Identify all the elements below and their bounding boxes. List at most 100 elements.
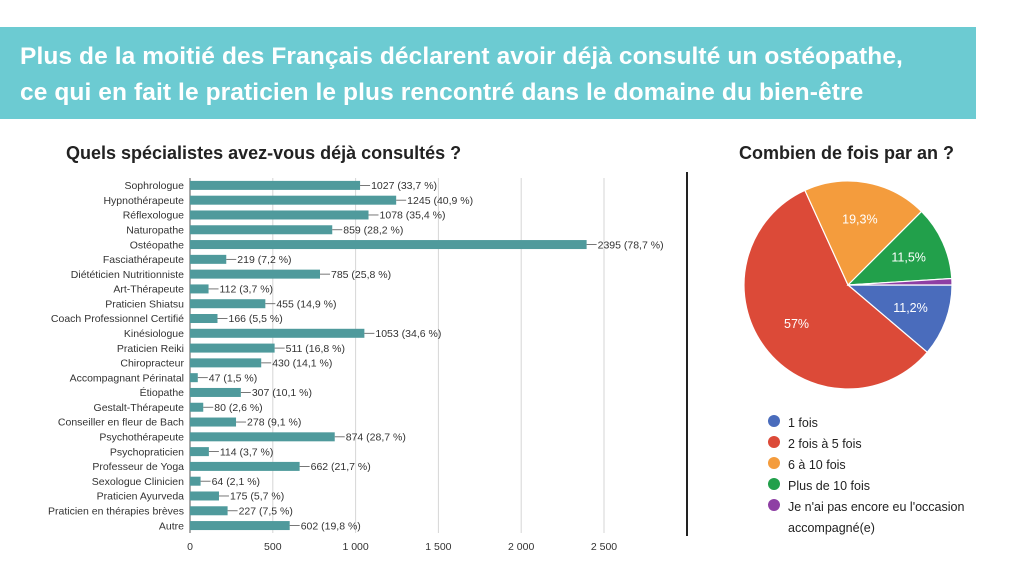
value-label: 1027 (33,7 %)	[371, 180, 437, 192]
bar	[190, 476, 201, 486]
bar	[190, 402, 204, 412]
bar	[190, 195, 397, 205]
bar	[190, 521, 290, 531]
value-label: 1245 (40,9 %)	[407, 195, 473, 207]
category-label: Gestalt-Thérapeute	[94, 402, 185, 414]
value-label: 278 (9,1 %)	[247, 417, 301, 429]
value-label: 511 (16,8 %)	[286, 343, 345, 355]
value-label: 785 (25,8 %)	[331, 269, 391, 281]
headline-line-1: Plus de la moitié des Français déclarent…	[20, 43, 903, 70]
pie-slice	[847, 277, 953, 286]
category-label: Sophrologue	[124, 180, 184, 192]
bar	[190, 387, 241, 397]
slice-label: 57%	[784, 317, 809, 331]
bar	[190, 240, 587, 250]
specialists-bar-chart: 0 500 1 000 1 500 2 000 2 500 Sophrologue 1027 …	[48, 178, 664, 553]
bar	[190, 210, 369, 220]
value-label: 80 (2,6 %)	[214, 402, 262, 414]
bar	[190, 284, 209, 294]
bar-chart-title: Quels spécialistes avez-vous déjà consul…	[66, 143, 462, 163]
bar	[190, 225, 333, 235]
value-label: 219 (7,2 %)	[237, 254, 291, 266]
value-label: 112 (3,7 %)	[220, 284, 273, 296]
category-label: Conseiller en fleur de Bach	[58, 417, 184, 429]
category-label: Fasciathérapeute	[103, 254, 184, 266]
bar	[190, 373, 198, 383]
slice-label: 11,2%	[893, 301, 928, 315]
legend-color-dot	[768, 436, 780, 448]
legend-color-dot	[768, 478, 780, 490]
value-label: 662 (21,7 %)	[311, 461, 371, 473]
legend-color-dot	[768, 415, 780, 427]
category-label: Professeur de Yoga	[92, 461, 184, 473]
legend-color-dot	[768, 499, 780, 511]
legend-label: 6 à 10 fois	[788, 458, 846, 472]
pie-slice	[846, 210, 953, 286]
category-label: Ostéopathe	[130, 239, 184, 251]
x-tick-label: 2 000	[508, 541, 534, 553]
x-tick-label: 0	[187, 541, 193, 553]
value-label: 430 (14,1 %)	[272, 358, 332, 370]
value-label: 47 (1,5 %)	[209, 372, 257, 384]
value-label: 64 (2,1 %)	[212, 476, 260, 488]
x-tick-label: 1 000	[342, 541, 368, 553]
bar	[190, 328, 365, 338]
category-label: Kinésiologue	[124, 328, 184, 340]
value-label: 307 (10,1 %)	[252, 387, 312, 399]
legend-label: 2 fois à 5 fois	[788, 437, 862, 451]
value-label: 874 (28,7 %)	[346, 432, 406, 444]
category-label: Psychothérapeute	[99, 432, 184, 444]
value-label: 1078 (35,4 %)	[380, 210, 446, 222]
pie-slice	[804, 180, 923, 287]
bar	[190, 491, 219, 501]
category-label: Praticien Reiki	[117, 343, 184, 355]
bar	[190, 506, 228, 516]
bar	[190, 461, 300, 471]
category-label: Réflexologue	[123, 210, 184, 222]
legend-label: Plus de 10 fois	[788, 479, 870, 493]
bar	[190, 343, 275, 353]
x-tick-label: 1 500	[425, 541, 451, 553]
bar	[190, 299, 266, 309]
category-label: Coach Professionnel Certifié	[51, 313, 184, 325]
bar	[190, 447, 209, 457]
category-label: Autre	[159, 520, 184, 532]
category-label: Diététicien Nutritionniste	[71, 269, 184, 281]
slice-label: 11,5%	[891, 251, 926, 265]
bar	[190, 417, 237, 427]
x-tick-label: 2 500	[591, 541, 617, 553]
bar	[190, 314, 218, 324]
value-label: 859 (28,2 %)	[343, 224, 403, 236]
category-label: Accompagnant Périnatal	[70, 372, 184, 384]
pie-chart-title: Combien de fois par an ?	[739, 143, 955, 163]
bar	[190, 269, 320, 279]
value-label: 227 (7,5 %)	[239, 505, 293, 517]
category-label: Sexologue Clinicien	[92, 476, 184, 488]
slice-label: 19,3%	[842, 213, 877, 227]
category-label: Naturopathe	[126, 224, 184, 236]
x-tick-label: 500	[264, 541, 282, 553]
category-label: Psychopraticien	[110, 446, 184, 458]
value-label: 114 (3,7 %)	[220, 446, 274, 458]
category-label: Praticien Ayurveda	[97, 491, 185, 503]
value-label: 1053 (34,6 %)	[375, 328, 441, 340]
legend-color-dot	[768, 457, 780, 469]
bar	[190, 358, 262, 368]
pie-slice	[846, 284, 953, 354]
category-label: Hypnothérapeute	[103, 195, 184, 207]
value-label: 455 (14,9 %)	[276, 298, 336, 310]
value-label: 602 (19,8 %)	[301, 520, 361, 532]
value-label: 166 (5,5 %)	[228, 313, 282, 325]
category-label: Praticien en thérapies brèves	[48, 505, 184, 517]
category-label: Chiropracteur	[120, 358, 184, 370]
category-label: Praticien Shiatsu	[105, 298, 184, 310]
bar	[190, 432, 335, 442]
headline-line-2: ce qui en fait le praticien le plus renc…	[20, 79, 864, 106]
legend-label: Je n'ai pas encore eu l'occasion accompag…	[788, 500, 965, 535]
chart-divider	[686, 172, 688, 536]
bar	[190, 180, 361, 190]
value-label: 175 (5,7 %)	[230, 491, 284, 503]
category-label: Étiopathe	[140, 386, 185, 399]
pie-slice	[743, 189, 929, 390]
